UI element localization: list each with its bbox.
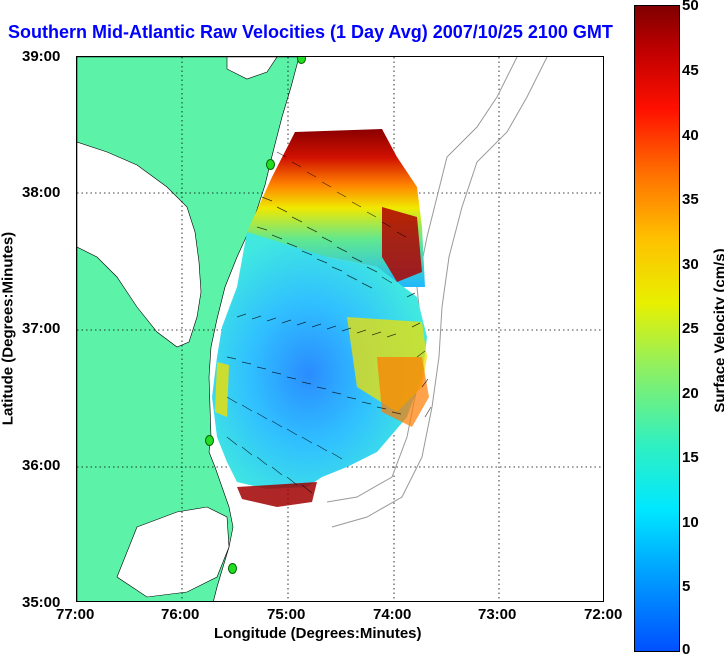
y-tick-label: 38:00	[22, 184, 61, 201]
hf-radar-station-1[interactable]	[297, 57, 306, 64]
y-tick-label: 37:00	[22, 320, 61, 337]
x-tick-label: 75:00	[267, 606, 306, 623]
chesapeake-bay	[77, 141, 202, 348]
x-tick-label: 77:00	[56, 606, 95, 623]
y-tick-label: 39:00	[22, 48, 61, 65]
colorbar-tick: 0	[682, 641, 691, 658]
x-axis-label: Longitude (Degrees:Minutes)	[214, 625, 422, 642]
pamlico-sound	[116, 506, 230, 598]
colorbar	[634, 5, 680, 652]
delaware-bay	[226, 57, 278, 80]
y-tick-label: 36:00	[22, 457, 61, 474]
colorbar-tick: 20	[682, 385, 699, 402]
x-tick-label: 72:00	[584, 606, 623, 623]
colorbar-tick: 30	[682, 256, 699, 273]
map-canvas	[77, 57, 603, 601]
map-plot-area[interactable]	[76, 56, 604, 602]
y-axis-label: Latitude (Degrees:Minutes)	[0, 231, 17, 426]
hf-radar-station-4[interactable]	[228, 563, 237, 574]
hf-radar-station-3[interactable]	[205, 435, 214, 446]
colorbar-tick: 5	[682, 578, 691, 595]
colorbar-tick: 15	[682, 449, 699, 466]
hf-radar-station-2[interactable]	[266, 159, 275, 170]
colorbar-tick: 10	[682, 514, 699, 531]
y-tick-label: 35:00	[22, 594, 61, 611]
map-title: Southern Mid-Atlantic Raw Velocities (1 …	[8, 22, 613, 42]
colorbar-tick: 35	[682, 191, 699, 208]
colorbar-tick: 50	[682, 0, 699, 14]
x-tick-label: 76:00	[161, 606, 200, 623]
velocity-field	[212, 129, 432, 507]
velocity-vectors	[226, 151, 432, 494]
colorbar-tick: 45	[682, 62, 699, 79]
x-tick-label: 74:00	[373, 606, 412, 623]
colorbar-label: Surface Velocity (cm/s)	[711, 248, 724, 413]
x-tick-label: 73:00	[478, 606, 517, 623]
colorbar-tick: 25	[682, 320, 699, 337]
colorbar-tick: 40	[682, 127, 699, 144]
